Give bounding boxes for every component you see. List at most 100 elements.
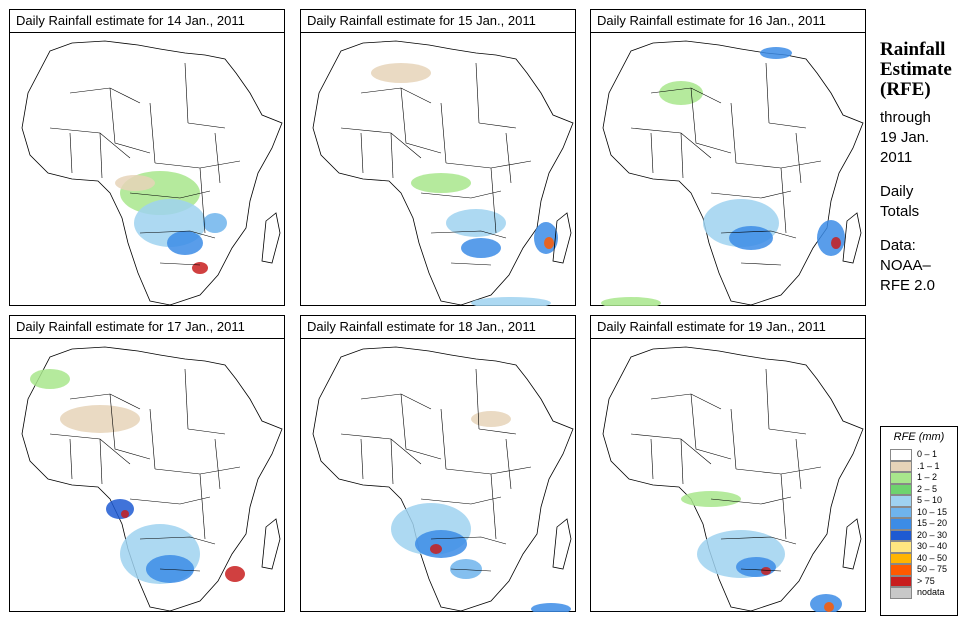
africa-rainfall-map	[301, 338, 575, 612]
panel-title: Daily Rainfall estimate for 14 Jan., 201…	[16, 13, 245, 28]
legend-swatch	[890, 495, 912, 507]
country-border	[730, 408, 737, 470]
rainfall-area	[30, 369, 70, 389]
country-border	[768, 122, 807, 129]
country-border	[360, 438, 364, 480]
legend-swatch	[890, 587, 912, 599]
legend-swatch	[890, 529, 912, 541]
side-data-source: Data: NOAA– RFE 2.0	[880, 236, 965, 296]
map-panel-17-jan: Daily Rainfall estimate for 17 Jan., 201…	[9, 315, 285, 612]
side-through-line: 19 Jan.	[880, 129, 930, 146]
map-panel-19-jan: Daily Rainfall estimate for 19 Jan., 201…	[590, 315, 866, 612]
madagascar-outline	[552, 518, 572, 570]
legend-label: 40 – 50	[917, 552, 948, 563]
side-daily-line: Totals	[880, 203, 920, 220]
rainfall-area	[817, 220, 845, 256]
legend-label: 0 – 1	[917, 449, 938, 459]
country-border	[159, 262, 201, 266]
side-data-line: RFE 2.0	[880, 277, 936, 294]
legend-label: > 75	[917, 575, 935, 586]
country-border	[710, 190, 792, 199]
rainfall-area	[824, 602, 834, 612]
legend-swatch	[890, 472, 912, 484]
madagascar-outline	[261, 518, 281, 570]
map-panel-18-jan: Daily Rainfall estimate for 18 Jan., 201…	[300, 315, 576, 612]
country-border	[199, 473, 206, 540]
rainfall-area	[225, 566, 245, 582]
country-border	[780, 167, 787, 234]
country-border	[650, 132, 654, 174]
side-through-line: through	[880, 109, 931, 126]
country-border	[430, 230, 507, 239]
side-daily-line: Daily	[880, 183, 914, 200]
country-border	[720, 536, 797, 545]
rainfall-area	[106, 499, 134, 519]
legend-label: 2 – 5	[917, 483, 938, 494]
legend-swatch	[890, 541, 912, 553]
country-border	[490, 167, 497, 234]
side-data-line: NOAA–	[880, 257, 931, 274]
country-border	[680, 132, 684, 179]
country-border	[690, 393, 732, 460]
rainfall-area	[601, 297, 661, 306]
legend-label: 10 – 15	[917, 506, 948, 517]
legend-item: 2 – 5	[881, 483, 957, 495]
africa-rainfall-map	[10, 32, 284, 306]
africa-rainfall-map	[591, 32, 865, 306]
rainfall-area	[729, 226, 773, 250]
rainfall-area	[450, 559, 482, 579]
rainfall-area	[167, 231, 203, 255]
rainfall-area	[736, 557, 776, 577]
legend-swatch	[890, 449, 912, 461]
country-border	[710, 496, 792, 505]
country-border	[400, 87, 442, 154]
country-border	[109, 87, 151, 154]
panel-title: Daily Rainfall estimate for 19 Jan., 201…	[597, 319, 826, 334]
africa-rainfall-map	[301, 32, 575, 306]
country-border	[740, 262, 782, 266]
legend-swatch	[890, 506, 912, 518]
legend-label: 30 – 40	[917, 541, 948, 551]
country-border	[129, 190, 211, 199]
country-border	[159, 568, 201, 572]
country-border	[690, 87, 732, 154]
country-border	[390, 438, 394, 485]
country-border	[795, 438, 802, 490]
rainfall-area	[203, 213, 227, 233]
country-border	[505, 438, 512, 490]
country-border	[390, 132, 394, 179]
legend-item: 50 – 75	[881, 564, 957, 576]
rainfall-area	[430, 544, 442, 554]
country-border	[478, 428, 517, 435]
country-border	[187, 122, 226, 129]
legend-swatch	[890, 575, 912, 587]
panel-title: Daily Rainfall estimate for 17 Jan., 201…	[16, 319, 245, 334]
country-border	[740, 568, 782, 572]
legend-swatch	[890, 483, 912, 495]
legend-item: > 75	[881, 575, 957, 587]
africa-coastline	[602, 40, 864, 306]
rainfall-area	[659, 81, 703, 105]
rainfall-area	[461, 238, 501, 258]
side-title-line: (RFE)	[880, 79, 931, 100]
country-border	[99, 132, 103, 179]
side-daily: Daily Totals	[880, 182, 965, 222]
rainfall-area	[760, 47, 792, 59]
legend-item: .1 – 1	[881, 460, 957, 472]
legend-swatch	[890, 518, 912, 530]
country-border	[420, 190, 502, 199]
country-border	[650, 438, 654, 480]
country-border	[69, 438, 73, 480]
legend-label: 50 – 75	[917, 564, 948, 574]
legend-swatch	[890, 552, 912, 564]
side-title-line: Estimate	[880, 59, 952, 80]
rainfall-area	[446, 209, 506, 237]
side-through-line: 2011	[880, 149, 913, 166]
country-border	[505, 132, 512, 184]
panel-title: Daily Rainfall estimate for 18 Jan., 201…	[307, 319, 536, 334]
legend-item: 1 – 2	[881, 472, 957, 484]
madagascar-outline	[842, 212, 862, 264]
rainfall-area	[60, 405, 140, 433]
legend-item: 15 – 20	[881, 518, 957, 530]
